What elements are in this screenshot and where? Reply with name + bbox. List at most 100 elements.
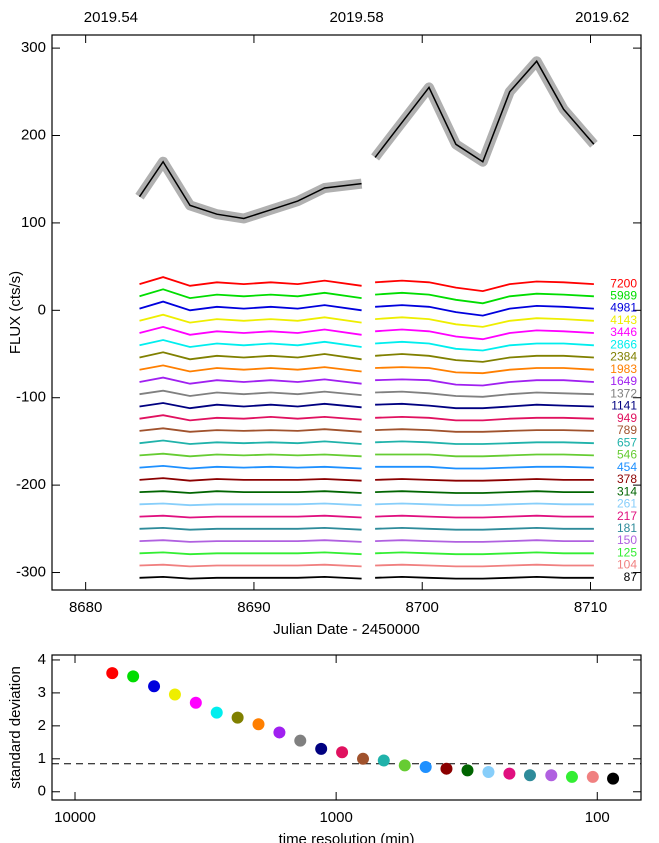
- decomposition-line: [139, 300, 594, 317]
- point: [106, 667, 119, 680]
- y-tick-label: 200: [21, 126, 46, 143]
- point: [503, 767, 516, 780]
- decomposition-line: [139, 389, 594, 398]
- decomposition-line: [139, 452, 594, 458]
- series-label: 789: [617, 423, 637, 437]
- series-label: 1649: [610, 374, 637, 388]
- decomposition-line: [139, 276, 594, 293]
- x2-tick-label: 2019.54: [84, 9, 138, 26]
- y-tick-label: 4: [38, 651, 46, 668]
- series-label: 3446: [610, 325, 637, 339]
- point: [545, 769, 558, 782]
- y-tick-label: -100: [16, 389, 46, 406]
- y-tick-label: 300: [21, 39, 46, 56]
- point: [168, 688, 181, 701]
- decomposition-line: [139, 427, 594, 433]
- point: [127, 670, 140, 683]
- point: [273, 726, 286, 739]
- decomposition-line: [139, 464, 594, 470]
- point: [210, 706, 223, 719]
- series-label: 546: [617, 448, 637, 462]
- decomposition-line: [139, 477, 594, 482]
- decomposition-line: [139, 325, 594, 341]
- point: [148, 680, 161, 693]
- decomposition-line: [139, 376, 594, 387]
- series-label: 261: [617, 497, 637, 511]
- point: [252, 718, 265, 731]
- decomposition-line: [139, 313, 594, 328]
- decomposition-line: [139, 351, 594, 363]
- series-label: 2866: [610, 337, 637, 351]
- series-label: 5989: [610, 289, 637, 303]
- point: [607, 772, 620, 785]
- series-label: 657: [617, 435, 637, 449]
- x-axis-label: time resolution (min): [279, 831, 415, 843]
- series-label: 104: [617, 558, 637, 572]
- point: [440, 762, 453, 775]
- point: [586, 770, 599, 783]
- point: [315, 742, 328, 755]
- series-label: 949: [617, 411, 637, 425]
- light-curve: [138, 59, 595, 220]
- y-tick-label: 0: [38, 301, 46, 318]
- point: [357, 752, 370, 765]
- series-label: 87: [624, 570, 638, 584]
- plot-frame: [51, 654, 642, 801]
- decomposition-line: [139, 575, 594, 580]
- x-tick-label: 8690: [237, 599, 270, 616]
- y-axis-label: FLUX (cts/s): [7, 271, 24, 354]
- x2-tick-label: 2019.62: [575, 9, 629, 26]
- point: [377, 754, 390, 767]
- x-tick-label: 10000: [54, 809, 96, 826]
- flux-band: [135, 56, 598, 224]
- x-tick-label: 8700: [406, 599, 439, 616]
- y-tick-label: 0: [38, 783, 46, 800]
- point: [398, 759, 411, 772]
- series-label: 217: [617, 509, 637, 523]
- decomposition-line: [139, 526, 594, 531]
- series-label: 150: [617, 533, 637, 547]
- decomposition-line: [139, 514, 594, 519]
- decomposition-line: [139, 502, 594, 507]
- x-tick-label: 8710: [574, 599, 607, 616]
- point: [336, 746, 349, 759]
- series-label: 2384: [610, 350, 637, 364]
- series-label: 125: [617, 545, 637, 559]
- y-tick-label: 2: [38, 717, 46, 734]
- series-label: 314: [617, 484, 637, 498]
- series-label: 1983: [610, 362, 637, 376]
- decomposition-line: [139, 414, 594, 422]
- point: [231, 711, 244, 724]
- y-tick-label: 1: [38, 750, 46, 767]
- decomposition-line: [139, 439, 594, 445]
- x2-tick-label: 2019.58: [329, 9, 383, 26]
- y-tick-label: -200: [16, 476, 46, 493]
- y-axis-label: standard deviation: [7, 666, 24, 789]
- decomposition-line: [139, 490, 594, 494]
- decomposition-line: [139, 288, 594, 305]
- plot-frame: [51, 34, 642, 591]
- y-tick-label: -300: [16, 563, 46, 580]
- y-tick-label: 3: [38, 684, 46, 701]
- decomposition-line: [139, 563, 594, 568]
- point: [482, 765, 495, 778]
- series-label: 1141: [611, 399, 637, 413]
- x-axis-label: Julian Date - 2450000: [273, 621, 420, 638]
- y-tick-label: 100: [21, 214, 46, 231]
- decomposition-line: [139, 339, 594, 352]
- point: [523, 769, 536, 782]
- decomposition-line: [139, 402, 594, 410]
- series-label: 7200: [610, 276, 637, 290]
- point: [461, 764, 474, 777]
- point: [565, 770, 578, 783]
- decomposition-line: [139, 364, 594, 375]
- x-tick-label: 1000: [319, 809, 352, 826]
- series-label: 181: [617, 521, 637, 535]
- series-label: 378: [617, 472, 637, 486]
- series-label: 4981: [610, 301, 637, 315]
- series-label: 4143: [610, 313, 637, 327]
- x-tick-label: 8680: [69, 599, 102, 616]
- x-tick-label: 100: [585, 809, 610, 826]
- point: [294, 734, 307, 747]
